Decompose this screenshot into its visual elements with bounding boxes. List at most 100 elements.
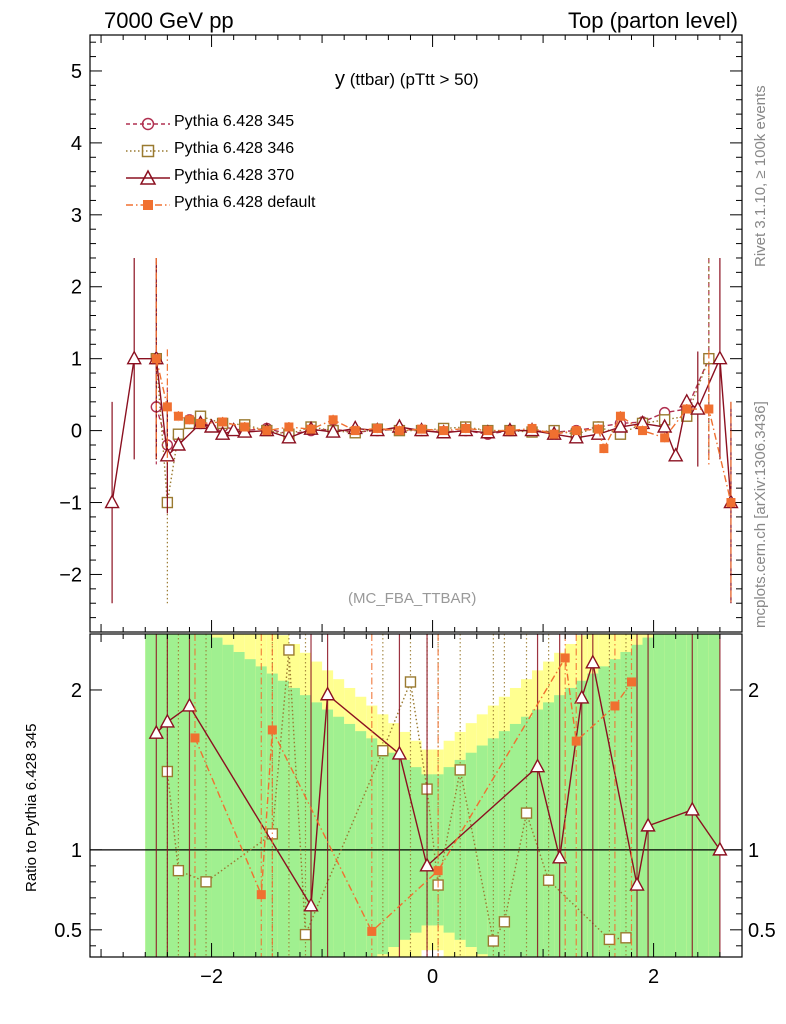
main-panel: −2 −1 0 1 2 3 4 5 [59,34,743,633]
data-point [640,817,656,832]
band-inner [697,634,709,957]
data-point [218,417,228,427]
data-point [638,426,648,436]
data-point [684,801,700,816]
series-0 [150,257,715,503]
data-point [284,422,294,432]
data-point [281,429,297,444]
data-point [377,745,389,757]
x-tick-label: 2 [648,966,659,988]
x-tick-label: −2 [200,966,223,988]
band-inner [565,687,577,957]
data-point [214,425,231,440]
y-tick-label: 2 [71,680,82,702]
data-point [498,916,511,928]
band-inner [708,634,720,957]
data-point [162,402,172,412]
data-point [181,697,198,712]
data-point [690,400,706,415]
data-point [712,841,728,856]
mcplots-label: mcplots.cern.ch [arXiv:1306.3436] [752,401,769,628]
data-point [549,429,559,439]
ratio-series-2 [190,634,636,957]
data-point [542,874,555,886]
legend-marker-square-filled [126,200,170,210]
data-point [256,890,266,900]
y-tick-label: 0.5 [54,920,82,942]
data-point [203,418,220,433]
data-point [626,677,636,687]
plot-title: y (ttbar) (pTtt > 50) [335,68,479,91]
data-point [283,644,295,656]
data-point [612,418,629,433]
band-inner [244,659,256,957]
plot-title-rest: (ttbar) (pTtt > 50) [349,70,479,89]
data-point [656,418,673,433]
header-process: Top (parton level) [568,8,738,33]
band-inner [222,644,234,957]
band-inner [664,634,676,957]
band-inner [653,634,665,957]
data-point [240,422,250,432]
ratio-y-axis-label: Ratio to Pythia 6.428 345 [23,723,40,892]
x-tick-label: 0 [427,966,438,988]
data-point [417,424,427,434]
data-point [267,725,277,735]
ratio-panel: 0.5 0.5 1 1 2 2 −2 0 2 [54,633,776,988]
y-tick-label: −1 [59,493,82,515]
band-inner [498,731,510,957]
data-point [173,411,183,421]
data-point [433,866,443,876]
data-point [225,422,242,437]
data-point [151,354,161,364]
series-3 [151,257,736,604]
data-point [660,433,670,443]
data-point [620,932,632,944]
data-point [372,423,382,433]
band-inner [156,634,168,957]
data-point [104,494,120,509]
data-point [610,701,620,711]
band-inner [598,666,610,957]
data-point [454,764,466,776]
data-point [404,676,417,688]
data-point [571,426,581,436]
legend-label: Pythia 6.428 370 [174,167,295,184]
data-point [439,426,449,436]
data-point [367,926,377,936]
legend-label: Pythia 6.428 346 [174,140,295,157]
data-point [704,404,714,414]
data-point [196,418,206,428]
legend-label: Pythia 6.428 345 [174,113,295,130]
data-point [306,424,316,434]
main-frame [89,34,743,633]
data-point [461,423,471,433]
band-inner [288,687,300,957]
data-point [505,426,515,436]
data-point [391,745,408,760]
ratio-series-1 [148,634,728,957]
rivet-version-label: Rivet 3.1.10, ≥ 100k events [752,85,769,267]
plot-title-variable: y [335,68,345,90]
band-inner [167,634,179,957]
y-tick-label: 2 [71,277,82,299]
band-inner [233,651,245,957]
band-inner [355,731,367,957]
y-tick-label: 4 [71,133,82,155]
data-point [200,876,212,888]
y-tick-label: −2 [59,564,82,586]
data-point [319,686,336,701]
data-point [350,426,360,436]
data-point [159,713,176,728]
data-point [520,807,533,819]
data-point [172,864,185,877]
data-point [585,654,601,669]
data-point [629,876,645,891]
series-line [155,358,710,503]
data-point [190,733,200,743]
header-energy: 7000 GeV pp [104,8,234,33]
data-point [574,689,590,704]
data-point [126,350,142,365]
y-tick-label: 2 [748,680,759,702]
